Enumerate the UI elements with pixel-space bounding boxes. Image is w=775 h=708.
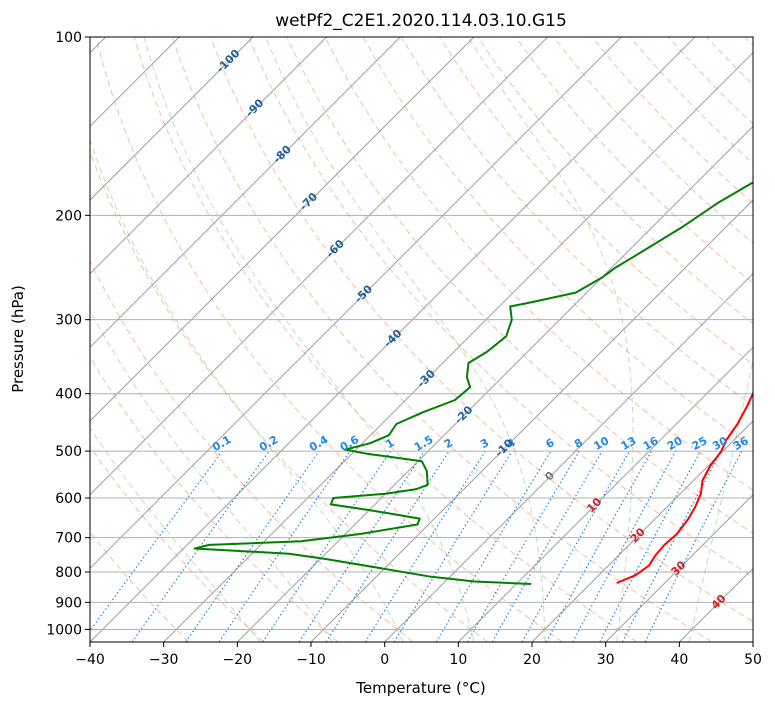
isotherm-line [90,37,254,201]
dry-adiabat-line [171,37,712,642]
chart-title: wetPf2_C2E1.2020.114.03.10.G15 [275,11,567,31]
dry-adiabat-line [324,37,753,491]
mixing-ratio-line [185,450,320,642]
isotherm-line [605,493,753,642]
isotherm-line [236,125,753,642]
mixing-ratio-line [521,450,631,642]
dry-adiabat-line [210,37,753,623]
mixing-ratio-line [545,450,653,642]
x-tick-label: 30 [597,652,615,668]
mixing-ratio-line [218,450,351,642]
x-tick-label: 50 [744,652,762,668]
x-tick-label: 10 [449,652,467,668]
dry-adiabat-line [90,445,264,642]
dewpoint-profile-line [193,181,753,585]
temperature-profile-line [616,390,753,584]
isotherm-line [90,37,328,275]
mixing-ratio-line [90,450,223,632]
y-axis: 100 200 300 400 500 600 700 800 900 1000 [46,30,90,638]
y-tick-label: 700 [55,531,82,547]
pressure-gridlines [90,37,753,630]
moist-adiabats [90,37,753,642]
dry-adiabat-line [133,37,638,642]
y-tick-label: 200 [55,208,82,224]
dry-adiabats [90,37,753,642]
x-tick-label: 40 [670,652,688,668]
isotherms [90,37,753,642]
mixing-ratio-line [644,450,743,642]
isotherm-line [384,272,753,642]
isotherm-line [90,37,549,496]
y-tick-label: 100 [55,30,82,46]
x-tick-label: 0 [380,652,389,668]
y-tick-label: 800 [55,565,82,581]
moist-adiabat-line [90,309,333,642]
dry-adiabat-line [90,259,414,642]
isotherm-line [90,37,622,570]
y-axis-label: Pressure (hPa) [9,285,27,393]
y-tick-label: 900 [55,595,82,611]
x-axis: −40 −30 −20 −10 0 10 20 30 40 50 [75,642,762,668]
mixing-ratio-line [325,450,450,642]
isotherm-line [531,420,753,642]
x-tick-label: −30 [149,652,179,668]
x-tick-label: −20 [223,652,253,668]
isotherm-line [90,37,475,422]
isotherm-line [163,51,753,642]
mixing-ratio-line [572,450,677,642]
x-tick-label: −10 [296,652,326,668]
dry-adiabat-line [95,37,563,642]
plot-frame [89,36,754,643]
dry-adiabat-line [248,37,753,578]
plot-area [90,37,753,642]
moist-adiabat-line [265,37,546,642]
y-tick-label: 600 [55,491,82,507]
dry-adiabat-line [515,37,753,284]
y-tick-label: 500 [55,444,82,460]
x-tick-label: 20 [523,652,541,668]
isotherm-line [310,199,753,642]
moist-adiabat-line [90,138,404,642]
moist-adiabat-line [688,358,753,642]
dry-adiabat-line [90,356,339,642]
moist-adiabat-line [90,427,261,642]
mixing-ratio-line [393,450,513,642]
y-tick-label: 400 [55,387,82,403]
y-tick-label: 1000 [46,622,82,638]
isotherm-line [90,37,696,642]
isotherm-line [457,346,753,642]
moist-adiabat-line [143,37,475,642]
sounding-profiles [193,181,753,585]
x-tick-label: −40 [75,652,105,668]
mixing-ratio-line [262,450,392,642]
mixing-ratio-line [131,450,270,642]
x-axis-label: Temperature (°C) [355,679,485,697]
y-tick-label: 300 [55,313,82,329]
dry-adiabat-line [286,37,753,534]
isotherm-line [90,37,401,349]
